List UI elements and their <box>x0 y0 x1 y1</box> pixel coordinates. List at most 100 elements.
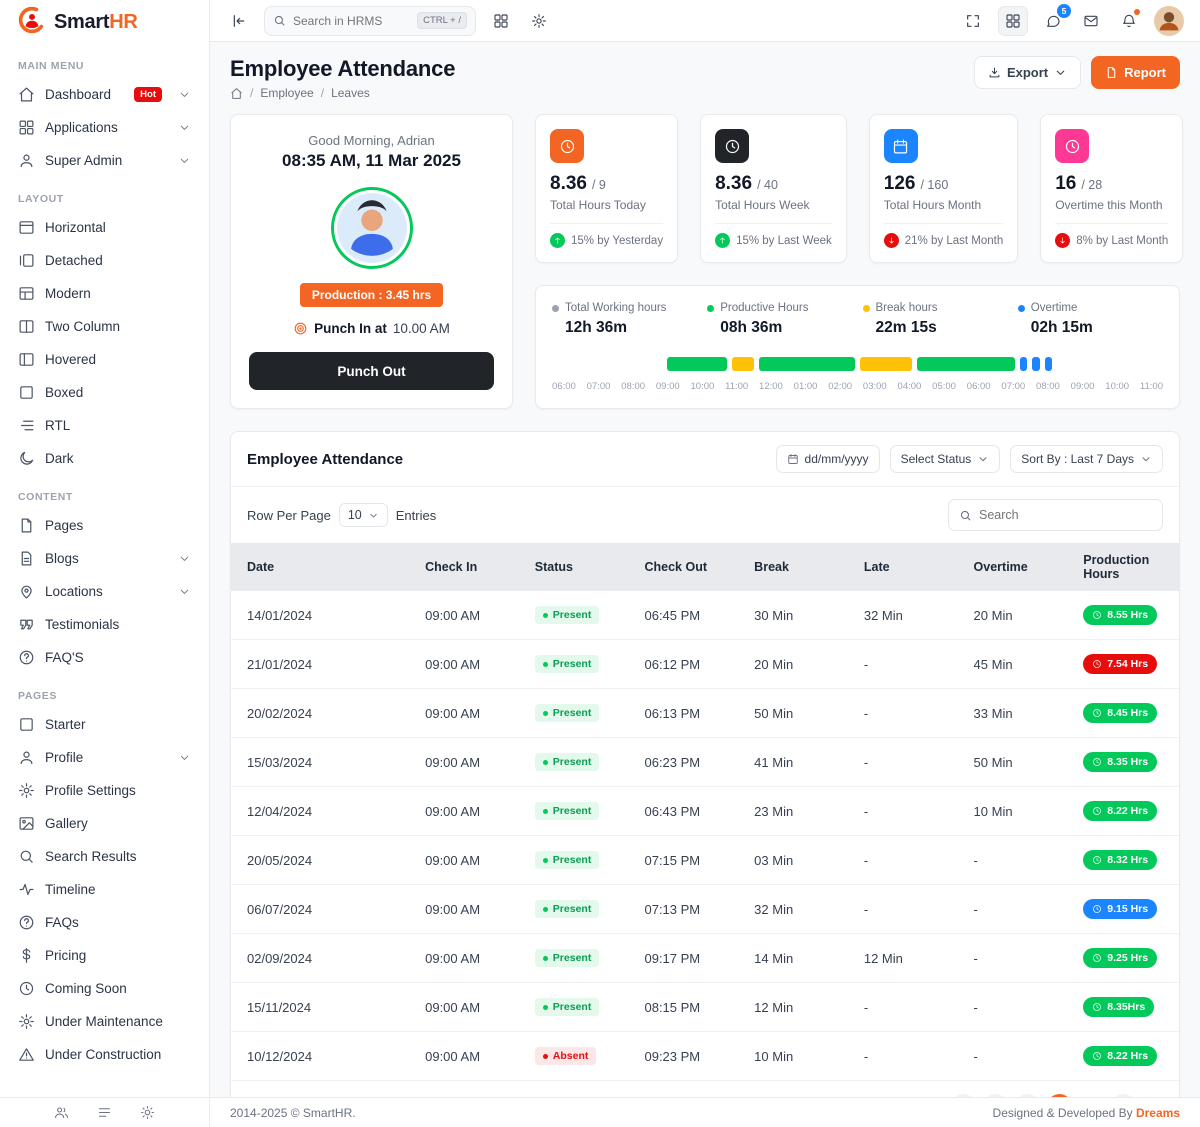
stat-value: 126 <box>883 173 916 194</box>
cell-check-out: 09:17 PM <box>630 933 741 983</box>
sidebar-item-label: Hovered <box>45 352 97 367</box>
pagination-page-2[interactable]: 2 <box>983 1094 1008 1097</box>
table-row: 10/12/2024 09:00 AM Absent 09:23 PM 10 Min - -… <box>231 1031 1179 1081</box>
sidebar-item-label: Dashboard <box>45 87 112 102</box>
stat-delta: 15% by Yesterday <box>550 233 663 248</box>
cell-production-hours: 7.54 Hrs <box>1069 639 1179 689</box>
bell-icon[interactable] <box>1116 8 1142 34</box>
credit-brand-link[interactable]: Dreams <box>1135 1105 1180 1120</box>
table-search[interactable] <box>948 499 1163 531</box>
sidebar-item-search-results[interactable]: Search Results <box>0 840 209 873</box>
chevron-down-icon <box>178 154 191 167</box>
sidebar-item-label: Boxed <box>45 385 84 400</box>
breadcrumb-home[interactable] <box>230 87 243 100</box>
sidebar-item-faq-s[interactable]: FAQ'S <box>0 641 209 674</box>
status-dot <box>542 612 548 618</box>
cell-check-in: 09:00 AM <box>411 884 521 934</box>
settings-icon[interactable] <box>526 8 552 34</box>
sidebar-collapse-button[interactable] <box>226 8 252 34</box>
menu-list-icon[interactable] <box>97 1105 112 1120</box>
cell-status: Present <box>520 786 631 836</box>
trend-down-icon <box>1055 233 1071 248</box>
working-hours-card: Total Working hours 12h 36m Productive Hou… <box>535 285 1180 409</box>
summary-cards-row: Good Morning, Adrian 08:35 AM, 11 Mar 20… <box>230 114 1184 409</box>
legend-item-overtime: Overtime 02h 15m <box>1017 302 1163 337</box>
sidebar-item-gallery[interactable]: Gallery <box>0 807 209 840</box>
sidebar-item-coming-soon[interactable]: Coming Soon <box>0 972 209 1005</box>
brand[interactable]: SmartHR <box>0 0 209 44</box>
status-filter[interactable]: Select Status <box>889 445 1001 473</box>
cell-late: - <box>849 639 960 689</box>
chat-icon[interactable]: 5 <box>1040 3 1071 34</box>
status-badge: Present <box>534 704 600 723</box>
sidebar-item-dashboard[interactable]: Dashboard Hot <box>0 78 209 111</box>
sidebar-item-profile-settings[interactable]: Profile Settings <box>0 774 209 807</box>
date-filter[interactable]: dd/mm/yyyy <box>775 445 880 473</box>
rows-per-page-select[interactable]: 10 <box>338 503 388 527</box>
sort-filter[interactable]: Sort By : Last 7 Days <box>1010 445 1163 473</box>
global-search[interactable]: CTRL + / <box>264 5 476 36</box>
mail-icon[interactable] <box>1078 8 1104 34</box>
cell-date: 14/01/2024 <box>231 591 412 640</box>
sidebar-item-rtl[interactable]: RTL <box>0 409 209 442</box>
sidebar-item-blogs[interactable]: Blogs <box>0 542 209 575</box>
attendance-filters: dd/mm/yyyy Select Status Sort By : Last … <box>775 445 1163 473</box>
credit-text: Designed & Developed By Dreams <box>992 1105 1180 1120</box>
pagination-page-4[interactable]: 4 <box>1047 1094 1072 1097</box>
sidebar-item-locations[interactable]: Locations <box>0 575 209 608</box>
table-row: 20/02/2024 09:00 AM Present 06:13 PM 50 Min -… <box>231 688 1179 738</box>
sidebar-item-testimonials[interactable]: Testimonials <box>0 608 209 641</box>
cell-status: Present <box>520 835 631 885</box>
user-avatar[interactable] <box>1154 5 1184 36</box>
divider <box>1055 223 1169 224</box>
team-icon[interactable] <box>54 1105 69 1120</box>
pagination-page-1[interactable]: 1 <box>951 1094 976 1097</box>
legend-value: 02h 15m <box>1030 319 1093 336</box>
search-input[interactable] <box>293 13 411 28</box>
pagination-page-3[interactable]: 3 <box>1015 1094 1040 1097</box>
pagination-page-15[interactable]: 15 <box>1111 1094 1136 1097</box>
sidebar-item-dark[interactable]: Dark <box>0 442 209 475</box>
sidebar-item-timeline[interactable]: Timeline <box>0 873 209 906</box>
cell-late: - <box>849 1031 960 1081</box>
profile-settings-icon <box>18 782 35 799</box>
sidebar-item-two-column[interactable]: Two Column <box>0 310 209 343</box>
brightness-icon[interactable] <box>140 1105 155 1120</box>
sidebar-item-profile[interactable]: Profile <box>0 741 209 774</box>
starter-icon <box>18 716 35 733</box>
breadcrumb-item[interactable]: Employee <box>243 86 313 100</box>
export-button[interactable]: Export <box>973 56 1082 89</box>
cell-overtime: 50 Min <box>959 737 1070 787</box>
sidebar-item-boxed[interactable]: Boxed <box>0 376 209 409</box>
report-button[interactable]: Report <box>1091 56 1180 89</box>
home-icon <box>230 87 243 100</box>
sidebar-item-detached[interactable]: Detached <box>0 244 209 277</box>
cell-check-in: 09:00 AM <box>411 1031 521 1081</box>
sidebar-item-under-maintenance[interactable]: Under Maintenance <box>0 1005 209 1038</box>
sidebar-item-horizontal[interactable]: Horizontal <box>0 211 209 244</box>
sidebar-item-hovered[interactable]: Hovered <box>0 343 209 376</box>
apps-grid-icon[interactable] <box>488 8 514 34</box>
hours-legend: Total Working hours 12h 36m Productive Hou… <box>552 302 1163 337</box>
sidebar-item-under-construction[interactable]: Under Construction <box>0 1038 209 1071</box>
punch-out-button[interactable]: Punch Out <box>249 352 494 390</box>
sidebar-item-pricing[interactable]: Pricing <box>0 939 209 972</box>
brand-name: SmartHR <box>54 10 138 33</box>
stats-column: 8.36 / 9 Total Hours Today 15% by Yesterday… <box>535 114 1184 409</box>
table-search-input[interactable] <box>979 508 1152 522</box>
column-header-overtime: Overtime <box>959 543 1070 591</box>
sidebar-item-starter[interactable]: Starter <box>0 708 209 741</box>
layout-toggle-button[interactable] <box>998 5 1028 36</box>
sidebar-item-label: Starter <box>45 717 86 732</box>
sidebar-item-label: Under Construction <box>45 1047 162 1062</box>
sidebar-item-super-admin[interactable]: Super Admin <box>0 144 209 177</box>
sidebar-item-faqs[interactable]: FAQs <box>0 906 209 939</box>
punch-in-label: Punch In at <box>314 321 387 336</box>
sidebar-item-applications[interactable]: Applications <box>0 111 209 144</box>
fullscreen-icon[interactable] <box>960 8 986 34</box>
boxed-icon <box>18 384 35 401</box>
sidebar-item-modern[interactable]: Modern <box>0 277 209 310</box>
trend-down-icon <box>883 233 899 248</box>
sidebar-item-pages[interactable]: Pages <box>0 509 209 542</box>
